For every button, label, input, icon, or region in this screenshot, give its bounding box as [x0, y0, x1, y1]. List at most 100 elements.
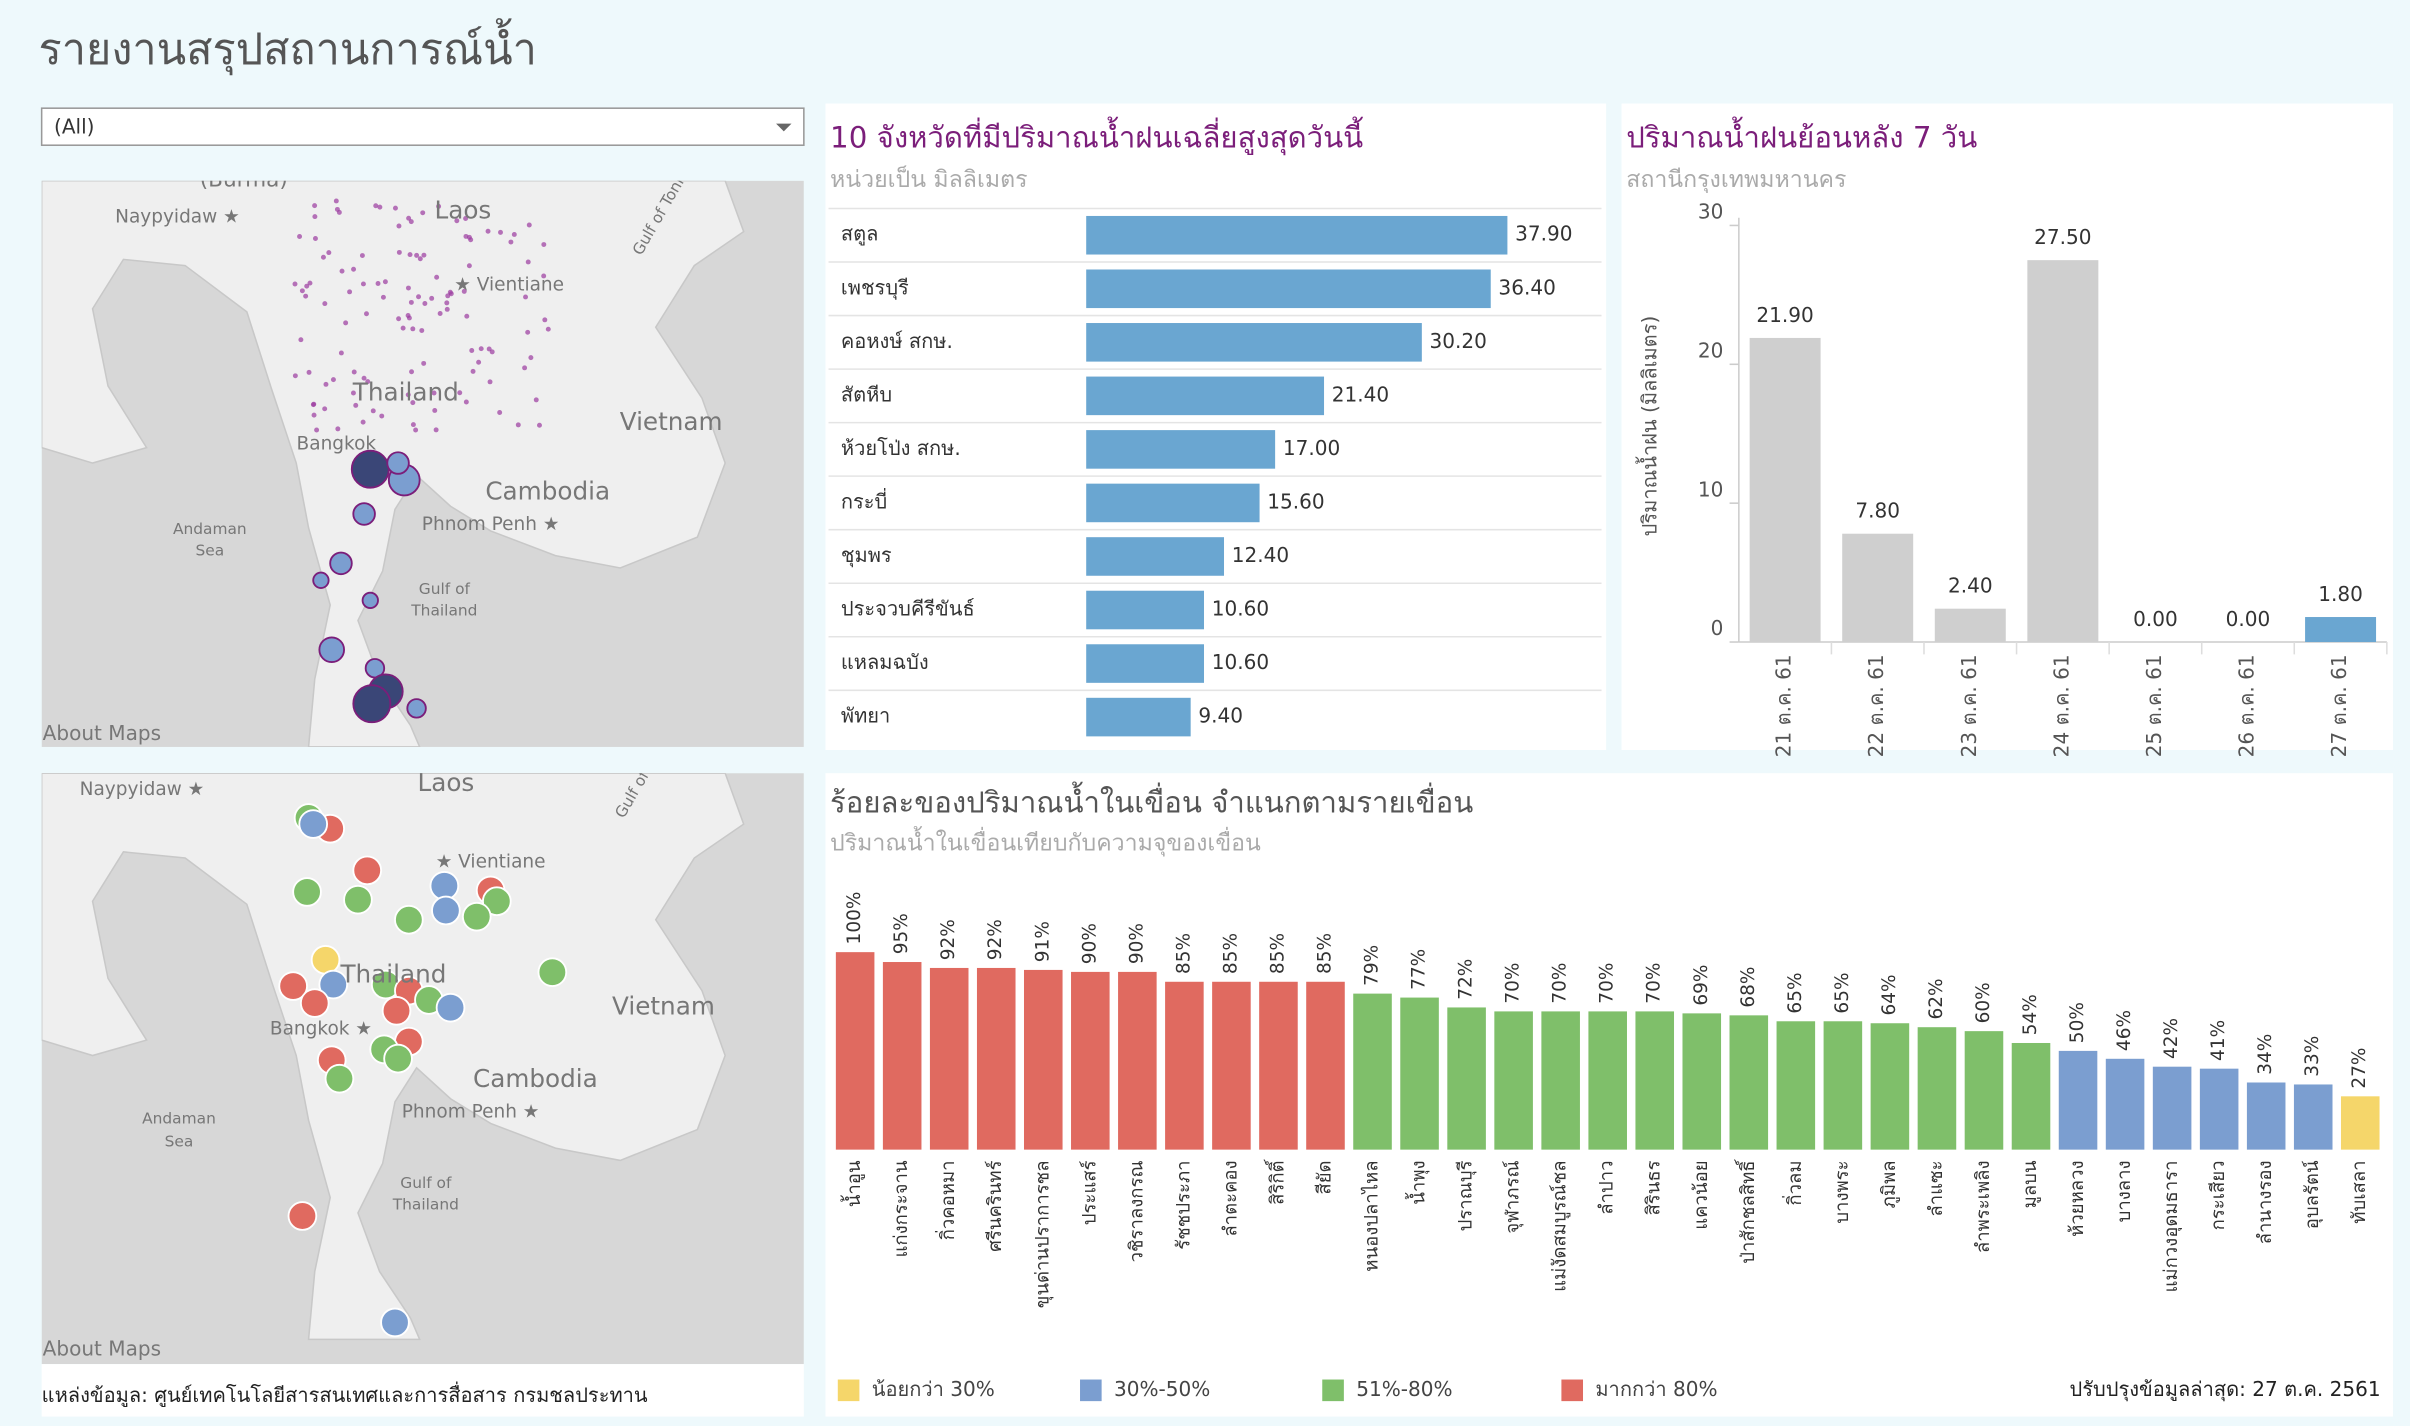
map: Naypyidaw ★ Laos Gulf of ★ Vientiane Thailan… — [41, 773, 804, 1365]
map-dot — [278, 971, 308, 1001]
map-dot — [350, 449, 390, 489]
value-label: 1.80 — [2318, 582, 2363, 606]
station-dot — [322, 301, 328, 307]
category-label: แหลมฉบัง — [841, 650, 929, 674]
map-label: Phnom Penh ★ — [402, 1102, 540, 1123]
bar — [1086, 376, 1325, 416]
map-dot — [318, 636, 345, 664]
map-label: Gulf of — [419, 580, 471, 598]
value-label: 62% — [1926, 978, 1947, 1019]
map-label: Naypyidaw ★ — [115, 207, 240, 228]
panel — [825, 103, 1607, 751]
value-label: 7.80 — [1855, 499, 1900, 523]
station-dot — [350, 390, 356, 396]
bar — [882, 962, 922, 1150]
bar — [1776, 1021, 1816, 1150]
station-dot — [312, 236, 318, 241]
y-tick-label: 30 — [1698, 200, 1724, 224]
station-dot — [382, 279, 388, 285]
x-tick-label: แก่งกระจาน — [891, 1160, 912, 1257]
station-dot — [359, 253, 365, 259]
station-dot — [469, 348, 475, 353]
station-dot — [304, 283, 310, 289]
station-dot — [463, 216, 469, 221]
value-label: 54% — [2020, 994, 2041, 1035]
station-dot — [444, 306, 450, 312]
bar — [2027, 260, 2099, 643]
station-dot — [541, 273, 547, 279]
value-label: 85% — [1220, 933, 1241, 974]
station-dot — [528, 355, 534, 361]
station-dot — [322, 406, 328, 412]
station-dot — [408, 299, 414, 305]
station-dot — [434, 274, 440, 280]
map-label: Sea — [195, 541, 224, 559]
map-body: (Burma)Naypyidaw ★ Laos Gulf of Tonkin★ Vi… — [41, 180, 804, 747]
category-label: เพชรบุรี — [841, 275, 909, 300]
value-label: 12.40 — [1232, 543, 1289, 567]
x-tick-label: ปราณบุรี — [1456, 1160, 1478, 1231]
category-label: ห้วยโป่ง สกษ. — [841, 436, 961, 460]
station-dot — [307, 280, 313, 286]
value-label: 85% — [1173, 933, 1194, 974]
station-dot — [314, 427, 320, 433]
x-tick-label: ลำตะคอง — [1220, 1160, 1241, 1236]
map-dot — [318, 969, 349, 1000]
map-dot — [394, 904, 424, 935]
chart-subtitle: หน่วยเป็น มิลลิเมตร — [830, 164, 1027, 193]
value-label: 92% — [938, 919, 959, 960]
value-label: 68% — [1738, 967, 1759, 1008]
bar — [1259, 981, 1298, 1150]
bar — [1588, 1011, 1627, 1150]
station-dot — [396, 249, 402, 255]
station-dot — [445, 293, 451, 299]
x-tick-label: ป่าสักชลสิทธิ์ — [1734, 1158, 1759, 1263]
map-dot — [352, 855, 383, 886]
bar — [1086, 537, 1225, 576]
station-dot — [360, 281, 366, 287]
map-body: Naypyidaw ★ Laos Gulf of ★ Vientiane Thailan… — [41, 773, 804, 1365]
station-dot — [380, 294, 386, 300]
bar — [1842, 533, 1914, 643]
filter-dropdown[interactable]: (All) — [40, 107, 805, 146]
station-dot — [457, 390, 463, 396]
bar — [1086, 215, 1508, 255]
station-dot — [364, 311, 369, 317]
x-tick-label: สียัด — [1314, 1160, 1335, 1194]
x-tick-label: ห้วยหลวง — [2067, 1160, 2088, 1236]
bar — [1353, 993, 1392, 1150]
panel — [1621, 103, 2394, 751]
station-dot — [405, 285, 411, 291]
map-dot — [324, 1063, 355, 1094]
x-tick-label: หนองปลาไหล — [1361, 1160, 1383, 1271]
chart-subtitle: ปริมาณน้ำในเขื่อนเทียบกับความจุของเขื่อน — [830, 826, 1261, 857]
x-tick-label: น้ำพุง — [1405, 1160, 1431, 1204]
station-dot — [417, 256, 423, 262]
bar — [1934, 608, 2006, 643]
x-tick-label: จุฬาภรณ์ — [1502, 1160, 1525, 1233]
station-dot — [375, 281, 381, 286]
map-label: Bangkok — [297, 434, 377, 455]
updated-note: ปรับปรุงข้อมูลล่าสุด: 27 ต.ค. 2561 — [2070, 1377, 2381, 1402]
bar — [835, 952, 875, 1150]
value-label: 90% — [1079, 923, 1100, 964]
value-label: 21.40 — [1332, 382, 1389, 406]
map-label: Thailand — [339, 959, 446, 988]
map-dot — [380, 1307, 410, 1338]
station-dot — [339, 268, 345, 274]
station-dot — [523, 294, 528, 300]
bar — [1447, 1007, 1486, 1150]
x-tick-label: ลำพระเพลิง — [1973, 1160, 1994, 1253]
map-dot — [431, 895, 461, 926]
value-label: 50% — [2067, 1002, 2088, 1043]
value-label: 42% — [2161, 1018, 2182, 1059]
station-dot — [361, 375, 367, 381]
station-dot — [525, 329, 531, 335]
bar — [2199, 1068, 2239, 1150]
map-label: Cambodia — [473, 1064, 598, 1093]
station-dot — [333, 198, 339, 204]
x-tick-label: กิ่วคอหมา — [935, 1160, 959, 1240]
value-label: 79% — [1362, 945, 1383, 986]
station-dot — [497, 410, 503, 415]
